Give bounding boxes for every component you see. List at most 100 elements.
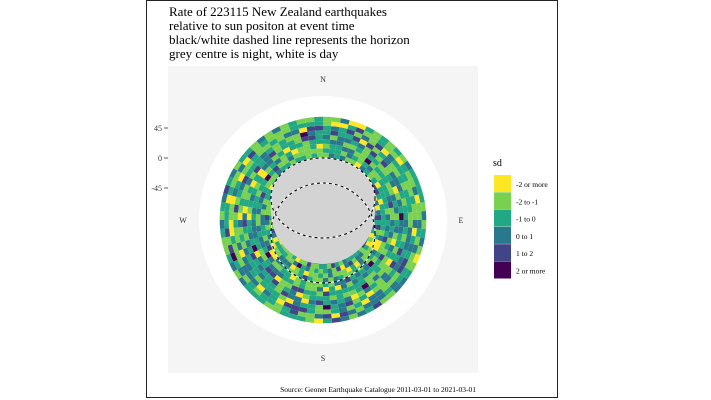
- heatmap-cell: [265, 229, 272, 235]
- heatmap-cell: [256, 147, 266, 157]
- heatmap-cell: [327, 268, 333, 274]
- heatmap-cell: [230, 235, 237, 245]
- heatmap-cell: [271, 260, 279, 268]
- heatmap-cell: [315, 130, 323, 136]
- heatmap-cell: [386, 277, 396, 287]
- heatmap-cell: [293, 137, 303, 145]
- heatmap-cell: [252, 231, 259, 239]
- heatmap-cell: [349, 274, 357, 281]
- heatmap-cell: [365, 289, 375, 298]
- heatmap-cell: [379, 241, 387, 249]
- heatmap-cell: [278, 254, 286, 262]
- y-tick-label-0: 0: [158, 154, 162, 163]
- heatmap-cell: [330, 299, 338, 305]
- heatmap-cell: [341, 268, 348, 275]
- heatmap-cell: [281, 275, 290, 283]
- heatmap-cell: [257, 159, 266, 169]
- heatmap-cell: [330, 135, 338, 141]
- heatmap-cell: [376, 220, 382, 226]
- heatmap-cell: [354, 161, 362, 169]
- heatmap-cell: [350, 139, 359, 147]
- heatmap-cell: [234, 250, 242, 260]
- heatmap-cell: [354, 271, 362, 279]
- heatmap-cell: [371, 285, 381, 294]
- heatmap-cell: [380, 220, 386, 226]
- heatmap-cell: [255, 220, 261, 226]
- heatmap-cell: [239, 234, 245, 243]
- heatmap-cell: [364, 257, 371, 265]
- heatmap-cell: [278, 293, 287, 302]
- heatmap-cell: [255, 214, 261, 220]
- heatmap-cell: [236, 242, 243, 251]
- heatmap-cell: [342, 142, 351, 149]
- heatmap-cell: [323, 309, 332, 315]
- heatmap-cell: [385, 258, 393, 267]
- heatmap-cell: [283, 301, 293, 309]
- heatmap-cell: [330, 308, 340, 314]
- heatmap-cell: [253, 144, 263, 154]
- heatmap-cell: [395, 274, 404, 284]
- night-disc-upper: [271, 158, 375, 238]
- heatmap-cell: [225, 253, 234, 264]
- heatmap-cell: [414, 236, 421, 246]
- heatmap-cell: [339, 155, 346, 162]
- heatmap-cell: [317, 152, 323, 158]
- heatmap-cell: [404, 170, 413, 181]
- heatmap-cell: [237, 257, 246, 268]
- heatmap-cell: [354, 254, 361, 262]
- heatmap-cell: [287, 312, 298, 320]
- title-line-2: relative to sun positon at event time: [169, 18, 355, 33]
- heatmap-cell: [272, 267, 280, 275]
- heatmap-cell: [281, 257, 289, 265]
- heatmap-cell: [384, 225, 390, 232]
- heatmap-cell: [296, 287, 305, 294]
- legend-swatch: [494, 192, 511, 210]
- heatmap-cell: [386, 195, 393, 203]
- heatmap-cell: [240, 190, 248, 200]
- heatmap-cell: [387, 201, 394, 209]
- legend-label: -1 to 0: [516, 215, 536, 224]
- heatmap-cell: [275, 264, 283, 272]
- legend: sd -2 or more -2 to -1 -1 to 0 0 to 1 1 to 2…: [493, 158, 548, 279]
- heatmap-cell: [316, 139, 323, 145]
- heatmap-cell: [275, 134, 286, 143]
- heatmap-cell: [380, 214, 386, 220]
- heatmap-cell: [414, 194, 421, 204]
- heatmap-cell: [352, 297, 361, 305]
- heatmap-cell: [348, 120, 359, 128]
- heatmap-cell: [370, 263, 378, 271]
- heatmap-cell: [284, 271, 292, 279]
- heatmap-cell: [323, 148, 330, 154]
- heatmap-cell: [260, 171, 269, 179]
- heatmap-cell: [258, 236, 265, 243]
- heatmap-cell: [290, 148, 299, 155]
- heatmap-cell: [263, 130, 274, 140]
- heatmap-cell: [383, 156, 392, 166]
- heatmap-cell: [400, 182, 408, 191]
- heatmap-cell: [381, 255, 389, 264]
- heatmap-cell: [303, 144, 311, 151]
- heatmap-cell: [253, 237, 260, 245]
- heatmap-cell: [281, 305, 291, 313]
- heatmap-cell: [260, 225, 266, 231]
- legend-label: 0 to 1: [516, 232, 533, 241]
- heatmap-cell: [388, 187, 395, 196]
- heatmap-cell: [275, 257, 282, 265]
- heatmap-cell: [245, 254, 254, 263]
- heatmap-cell: [412, 253, 421, 264]
- heatmap-cell: [241, 175, 250, 184]
- heatmap-cell: [381, 248, 388, 256]
- heatmap-cell: [249, 238, 256, 247]
- heatmap-cell: [312, 277, 318, 283]
- heatmap-cell: [300, 136, 309, 142]
- heatmap-cell: [407, 187, 415, 197]
- heatmap-cell: [305, 312, 315, 319]
- heatmap-cell: [367, 138, 378, 147]
- heatmap-cell: [289, 124, 299, 132]
- title-line-1: Rate of 223115 New Zealand earthquakes: [169, 4, 387, 19]
- heatmap-cell: [302, 293, 310, 300]
- heatmap-cell: [264, 181, 272, 189]
- heatmap-cell: [289, 274, 297, 281]
- heatmap-cell: [328, 148, 336, 154]
- heatmap-cell: [336, 270, 343, 277]
